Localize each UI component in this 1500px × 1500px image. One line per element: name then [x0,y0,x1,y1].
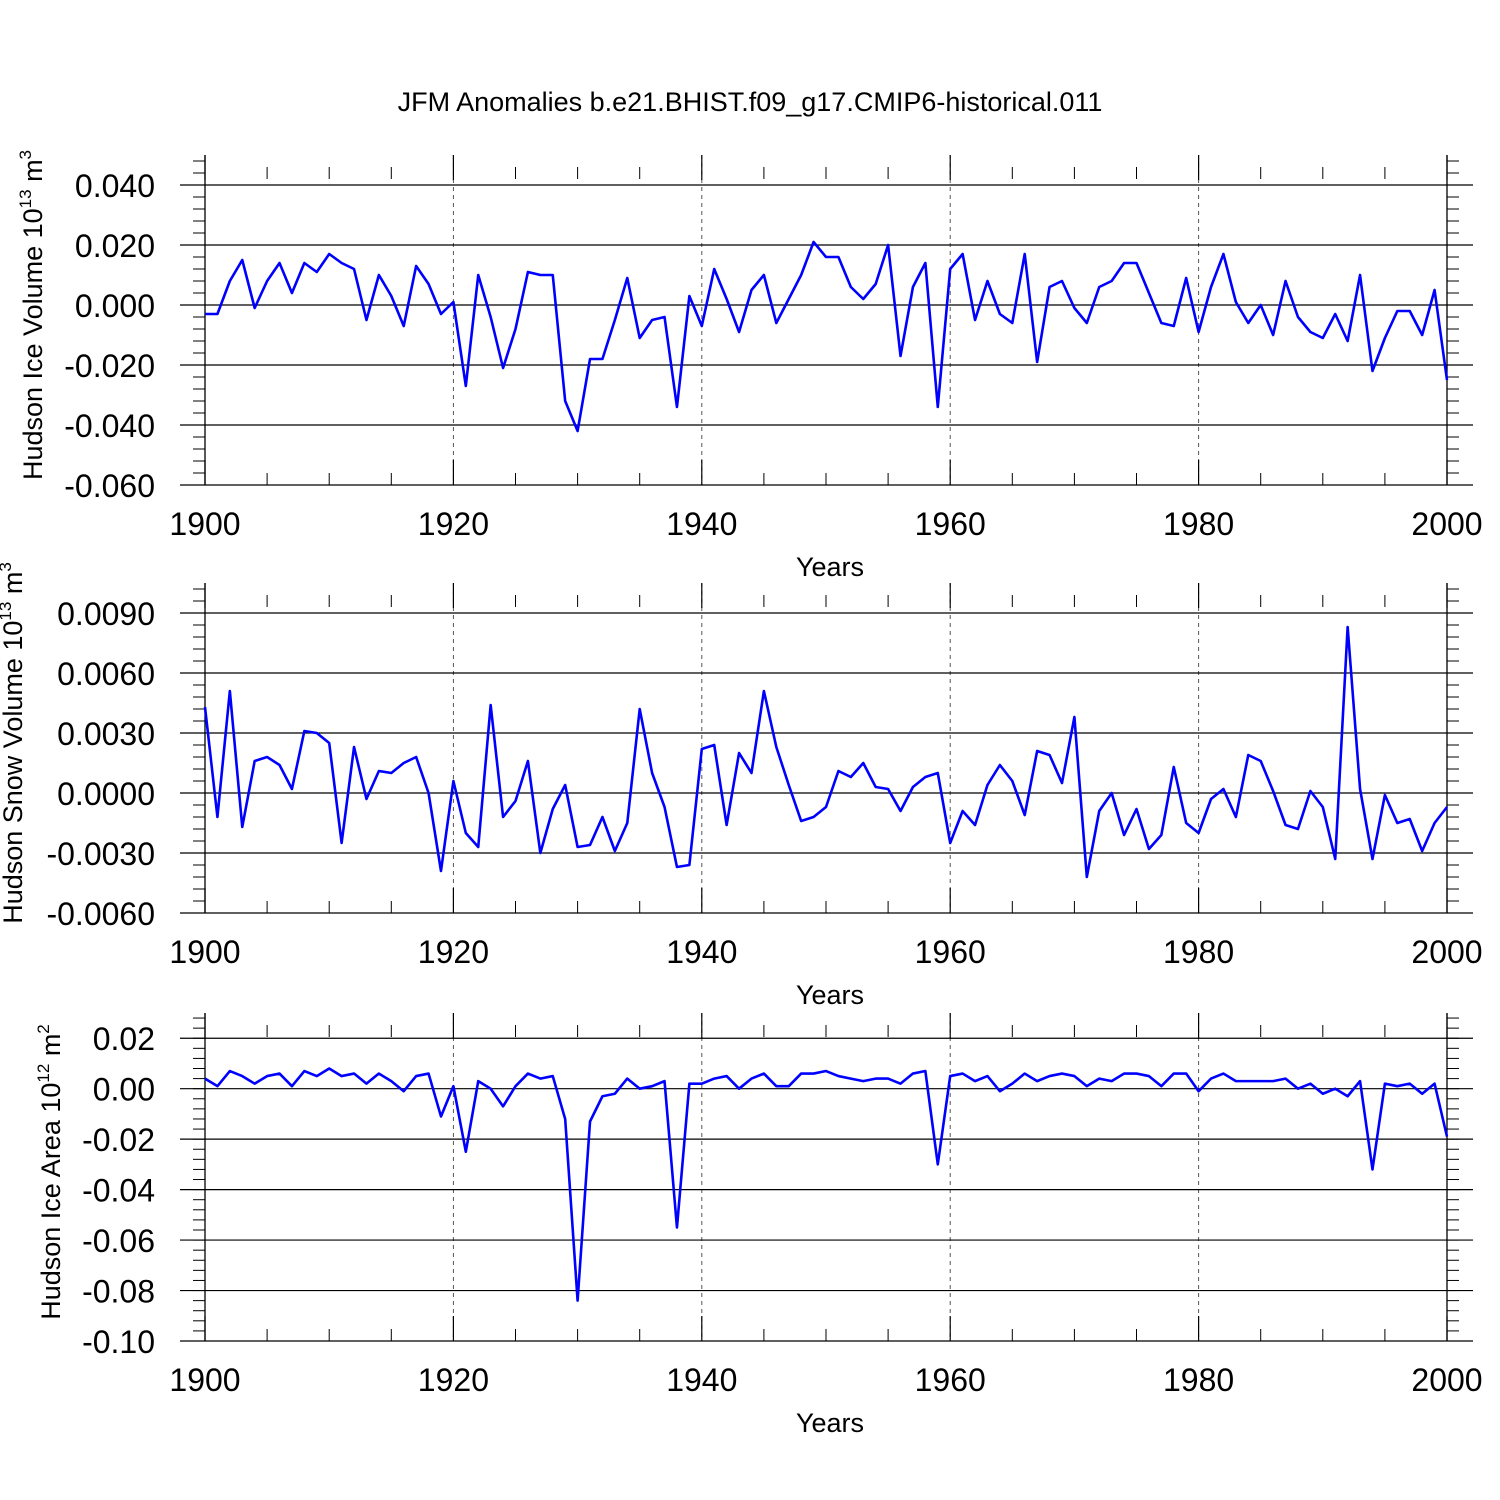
x-tick-label: 1980 [1163,934,1234,970]
panel-ice-volume: 0.040 0.020 0.000 -0.020 -0.040 -0.060 1900 192… [16,150,1483,582]
x-tick-label: 1980 [1163,1362,1234,1398]
x-tick-label: 1960 [915,506,986,542]
y-tick-label: -0.060 [64,468,155,504]
x-tick-label: 1980 [1163,506,1234,542]
y-tick-label: -0.0060 [46,896,155,932]
series-line-ice-area [204,1067,1449,1302]
y-tick-label: -0.04 [82,1173,155,1209]
y-tick-label: 0.0060 [57,656,155,692]
y-axis-label: Hudson Ice Area 1012 m2 [34,1024,66,1320]
x-tick-label: 2000 [1411,1362,1482,1398]
x-tick-label: 1960 [915,934,986,970]
x-axis-label: Years [796,1408,864,1438]
y-tick-label: -0.06 [82,1223,155,1259]
y-tick-label: -0.02 [82,1122,155,1158]
y-tick-label: -0.08 [82,1274,155,1310]
x-tick-label: 1920 [418,934,489,970]
y-tick-label: -0.040 [64,408,155,444]
x-tick-label: 1940 [666,1362,737,1398]
x-tick-label: 1920 [418,506,489,542]
chart-title: JFM Anomalies b.e21.BHIST.f09_g17.CMIP6-… [398,87,1103,117]
y-tick-label: 0.0000 [57,776,155,812]
y-tick-label: -0.020 [64,348,155,384]
x-tick-label: 2000 [1411,934,1482,970]
x-tick-label: 1900 [169,506,240,542]
y-tick-label: 0.0090 [57,596,155,632]
panel-snow-volume: 0.0090 0.0060 0.0030 0.0000 -0.0030 -0.0060 19… [0,562,1483,1010]
y-tick-label: 0.00 [93,1072,155,1108]
x-tick-label: 2000 [1411,506,1482,542]
series-line-ice-volume [205,240,1449,433]
y-tick-label: -0.10 [82,1324,155,1360]
y-tick-label: 0.0030 [57,716,155,752]
x-tick-label: 1920 [418,1362,489,1398]
x-tick-label: 1940 [666,934,737,970]
x-tick-label: 1940 [666,506,737,542]
y-tick-label: 0.000 [75,288,155,324]
panels: 0.040 0.020 0.000 -0.020 -0.040 -0.060 1900 192… [0,150,1483,1438]
y-tick-label: 0.020 [75,228,155,264]
x-tick-label: 1900 [169,934,240,970]
x-tick-label: 1900 [169,1362,240,1398]
x-tick-label: 1960 [915,1362,986,1398]
y-tick-label: 0.02 [93,1021,155,1057]
x-axis-label: Years [796,980,864,1010]
y-tick-label: -0.0030 [46,836,155,872]
y-axis-label: Hudson Ice Volume 1013 m3 [16,150,48,480]
y-axis-label: Hudson Snow Volume 1013 m3 [0,562,28,924]
panel-ice-area: 0.02 0.00 -0.02 -0.04 -0.06 -0.08 -0.10 1900 192… [34,1013,1483,1438]
x-axis-label: Years [796,552,864,582]
y-tick-label: 0.040 [75,168,155,204]
series-line-snow-volume [203,625,1449,879]
